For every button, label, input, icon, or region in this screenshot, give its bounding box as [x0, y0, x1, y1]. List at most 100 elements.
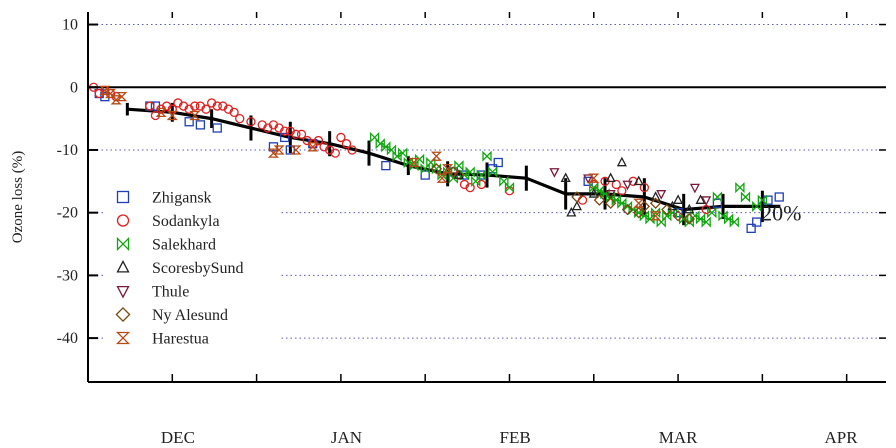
point-harestua: [408, 157, 420, 168]
point-zhigansk: [285, 145, 295, 155]
legend-label: Harestua: [152, 331, 209, 348]
annotation-20-percent: 20%: [761, 201, 801, 226]
point-salekhard: [740, 191, 751, 203]
legend-label: Sodankyla: [152, 213, 220, 230]
point-zhigansk: [195, 120, 206, 130]
point-thule: [689, 183, 701, 194]
legend-label: ScoresbySund: [152, 260, 244, 277]
point-zhigansk: [420, 170, 430, 180]
point-sodankyla: [150, 110, 161, 121]
point-sodankyla: [476, 179, 487, 190]
point-sodankyla: [212, 101, 222, 111]
point-ny-alesund: [672, 210, 684, 222]
point-sodankyla: [280, 126, 290, 136]
point-thule: [701, 196, 712, 206]
y-tick-label: -30: [57, 267, 78, 284]
point-ny-alesund: [633, 206, 645, 219]
point-sodankyla: [235, 113, 245, 124]
point-harestua: [650, 211, 662, 221]
point-salekhard: [712, 191, 723, 203]
point-zhigansk: [381, 160, 391, 171]
point-sodankyla: [341, 139, 352, 149]
point-harestua: [273, 145, 285, 155]
point-scoresbysund: [633, 175, 644, 186]
point-zhigansk: [752, 217, 762, 227]
point-zhigansk: [774, 192, 784, 202]
point-salekhard: [482, 150, 492, 162]
point-harestua: [633, 198, 645, 208]
point-zhigansk: [184, 117, 194, 127]
point-harestua: [99, 85, 111, 96]
point-salekhard: [701, 216, 711, 228]
y-tick-label: 0: [70, 79, 78, 96]
point-harestua: [442, 164, 454, 174]
point-sodankyla: [313, 135, 324, 146]
legend-item: Salekhard: [116, 236, 216, 254]
point-sodankyla: [296, 129, 307, 139]
legend-item: Thule: [116, 284, 189, 301]
point-scoresbysund: [571, 200, 582, 211]
point-scoresbysund: [672, 194, 684, 204]
legend-marker: [115, 306, 131, 323]
point-harestua: [116, 92, 128, 102]
point-sodankyla: [465, 182, 475, 193]
legend-item: Zhigansk: [116, 190, 212, 207]
month-label-apr: APR: [825, 428, 859, 447]
legend-item: Sodankyla: [116, 213, 220, 230]
point-harestua: [189, 110, 201, 121]
point-scoresbysund: [588, 188, 599, 198]
point-salekhard: [454, 160, 464, 172]
point-zhigansk: [212, 123, 222, 133]
point-ny-alesund: [649, 197, 662, 209]
point-harestua: [166, 110, 178, 121]
point-sodankyla: [145, 101, 155, 111]
legend-marker: [116, 236, 130, 252]
legend-item: ScoresbySund: [116, 260, 244, 277]
point-harestua: [307, 142, 319, 152]
point-thule: [656, 190, 667, 200]
point-scoresbysund: [453, 169, 464, 179]
legend-marker: [116, 260, 130, 273]
point-thule: [622, 180, 633, 191]
point-scoresbysund: [616, 156, 627, 167]
point-salekhard: [476, 169, 487, 181]
point-zhigansk: [763, 195, 773, 205]
point-sodankyla: [201, 104, 211, 114]
y-tick-label: 10: [62, 17, 78, 34]
point-sodankyla: [611, 179, 621, 190]
point-scoresbysund: [650, 191, 661, 201]
point-sodankyla: [330, 148, 340, 158]
point-sodankyla: [190, 101, 200, 111]
point-ny-alesund: [593, 194, 606, 206]
point-sodankyla: [336, 132, 346, 143]
legend-label: Thule: [152, 284, 189, 301]
point-zhigansk: [280, 132, 290, 143]
legend-label: Ny Alesund: [152, 307, 228, 324]
point-salekhard: [729, 216, 739, 228]
point-ny-alesund: [621, 203, 634, 216]
point-harestua: [436, 173, 448, 183]
y-axis-label: Ozone loss (%): [10, 151, 26, 243]
point-zhigansk: [268, 142, 279, 152]
legend-item: Harestua: [115, 331, 209, 348]
y-tick-label: -20: [57, 205, 78, 222]
point-sodankyla: [639, 182, 650, 193]
point-ny-alesund: [571, 191, 583, 203]
point-scoresbysund: [560, 172, 571, 183]
legend: Zhigansk Sodankyla Salekhard ScoresbySund Th…: [115, 190, 244, 348]
point-zhigansk: [712, 198, 723, 208]
point-ny-alesund: [430, 163, 443, 175]
point-ny-alesund: [661, 203, 673, 216]
legend-box: [105, 180, 280, 376]
point-ny-alesund: [683, 213, 696, 225]
point-sodankyla: [229, 107, 239, 117]
point-sodankyla: [167, 104, 177, 114]
month-label-dec: DEC: [161, 428, 195, 447]
month-label-mar: MAR: [659, 428, 698, 447]
point-thule: [605, 190, 616, 200]
legend-marker: [116, 190, 130, 204]
point-sodankyla: [577, 195, 588, 205]
legend-label: Salekhard: [152, 237, 216, 254]
point-salekhard: [757, 194, 768, 206]
